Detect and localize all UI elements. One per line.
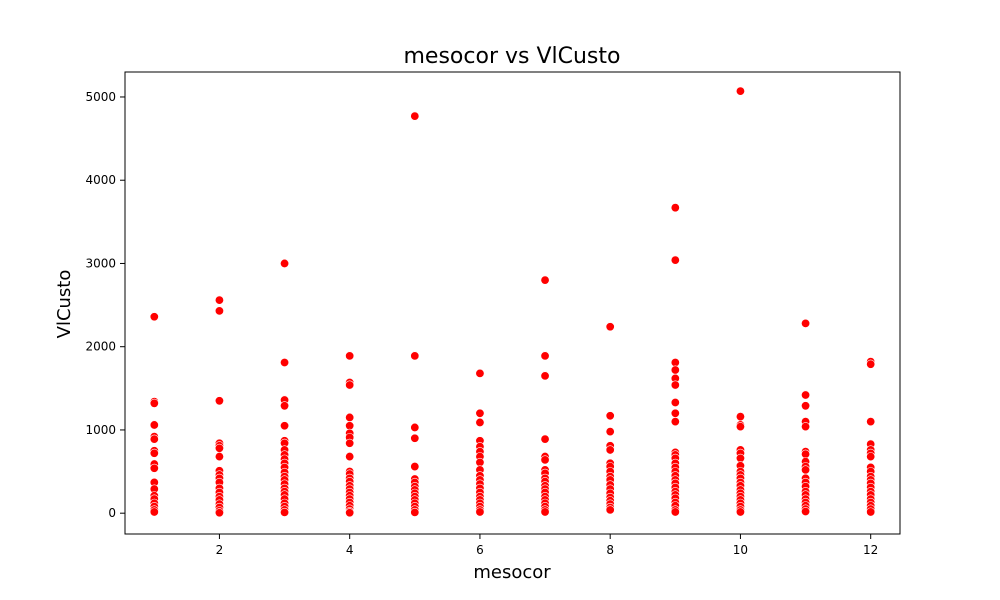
data-point (345, 452, 355, 462)
x-tick-label: 8 (606, 543, 614, 557)
chart-title: mesocor vs VlCusto (404, 44, 621, 69)
data-point (345, 421, 355, 431)
data-point (670, 203, 680, 213)
y-tick-label: 1000 (85, 423, 116, 437)
data-point (345, 380, 355, 390)
x-tick-label: 10 (733, 543, 748, 557)
data-point (801, 449, 811, 459)
data-point (670, 365, 680, 375)
x-tick-label: 2 (216, 543, 224, 557)
y-tick-label: 5000 (85, 90, 116, 104)
data-point (149, 507, 159, 517)
data-point (280, 507, 290, 517)
data-point (605, 505, 615, 515)
data-point (149, 398, 159, 408)
data-point (801, 401, 811, 411)
data-point (540, 275, 550, 285)
data-point (280, 421, 290, 431)
data-point (866, 417, 876, 427)
data-point (540, 507, 550, 517)
data-point (670, 408, 680, 418)
data-point (475, 408, 485, 418)
data-point (866, 507, 876, 517)
y-tick-label: 0 (108, 506, 116, 520)
data-point (410, 462, 420, 472)
data-point (735, 507, 745, 517)
data-point (410, 433, 420, 443)
data-point (214, 396, 224, 406)
data-point (735, 422, 745, 432)
data-point (280, 358, 290, 368)
data-point (475, 457, 485, 467)
data-point (149, 312, 159, 322)
data-point (735, 86, 745, 96)
x-tick-label: 6 (476, 543, 484, 557)
data-point (214, 295, 224, 305)
data-point (475, 507, 485, 517)
data-point (866, 359, 876, 369)
data-point (735, 412, 745, 422)
data-point (605, 411, 615, 421)
data-point (475, 368, 485, 378)
data-point (670, 417, 680, 427)
data-point (345, 412, 355, 422)
data-point (149, 420, 159, 430)
data-point (410, 507, 420, 517)
data-point (149, 434, 159, 444)
data-point (214, 306, 224, 316)
data-point (605, 427, 615, 437)
data-point (214, 443, 224, 453)
data-point (801, 422, 811, 432)
data-point (801, 318, 811, 328)
data-point (540, 371, 550, 381)
data-point (214, 452, 224, 462)
x-axis-ticks: 2 4 6 8 10 12 (216, 534, 878, 557)
data-point (735, 453, 745, 463)
data-point (345, 508, 355, 518)
data-point (605, 445, 615, 455)
data-point (866, 452, 876, 462)
y-axis-ticks: 0 1000 2000 3000 4000 5000 (85, 90, 125, 520)
y-tick-label: 3000 (85, 256, 116, 270)
y-tick-label: 4000 (85, 173, 116, 187)
plot-frame (124, 71, 901, 535)
data-point (605, 322, 615, 332)
data-point (670, 358, 680, 368)
data-point (214, 508, 224, 518)
y-tick-label: 2000 (85, 340, 116, 354)
data-point (670, 380, 680, 390)
y-axis-label: VlCusto (54, 270, 75, 339)
data-point (670, 507, 680, 517)
data-point (540, 351, 550, 361)
data-point (345, 438, 355, 448)
data-point (670, 397, 680, 407)
data-point (670, 255, 680, 265)
data-point (801, 465, 811, 475)
data-points (149, 86, 876, 518)
data-point (540, 455, 550, 465)
data-point (540, 434, 550, 444)
x-tick-label: 4 (346, 543, 354, 557)
data-point (280, 258, 290, 268)
data-point (475, 417, 485, 427)
data-point (801, 390, 811, 400)
x-axis-label: mesocor (473, 562, 551, 583)
data-point (410, 111, 420, 121)
x-tick-label: 12 (863, 543, 878, 557)
data-point (280, 401, 290, 411)
data-point (149, 448, 159, 458)
data-point (149, 463, 159, 473)
data-point (345, 351, 355, 361)
data-point (410, 351, 420, 361)
data-point (801, 507, 811, 517)
data-point (410, 422, 420, 432)
